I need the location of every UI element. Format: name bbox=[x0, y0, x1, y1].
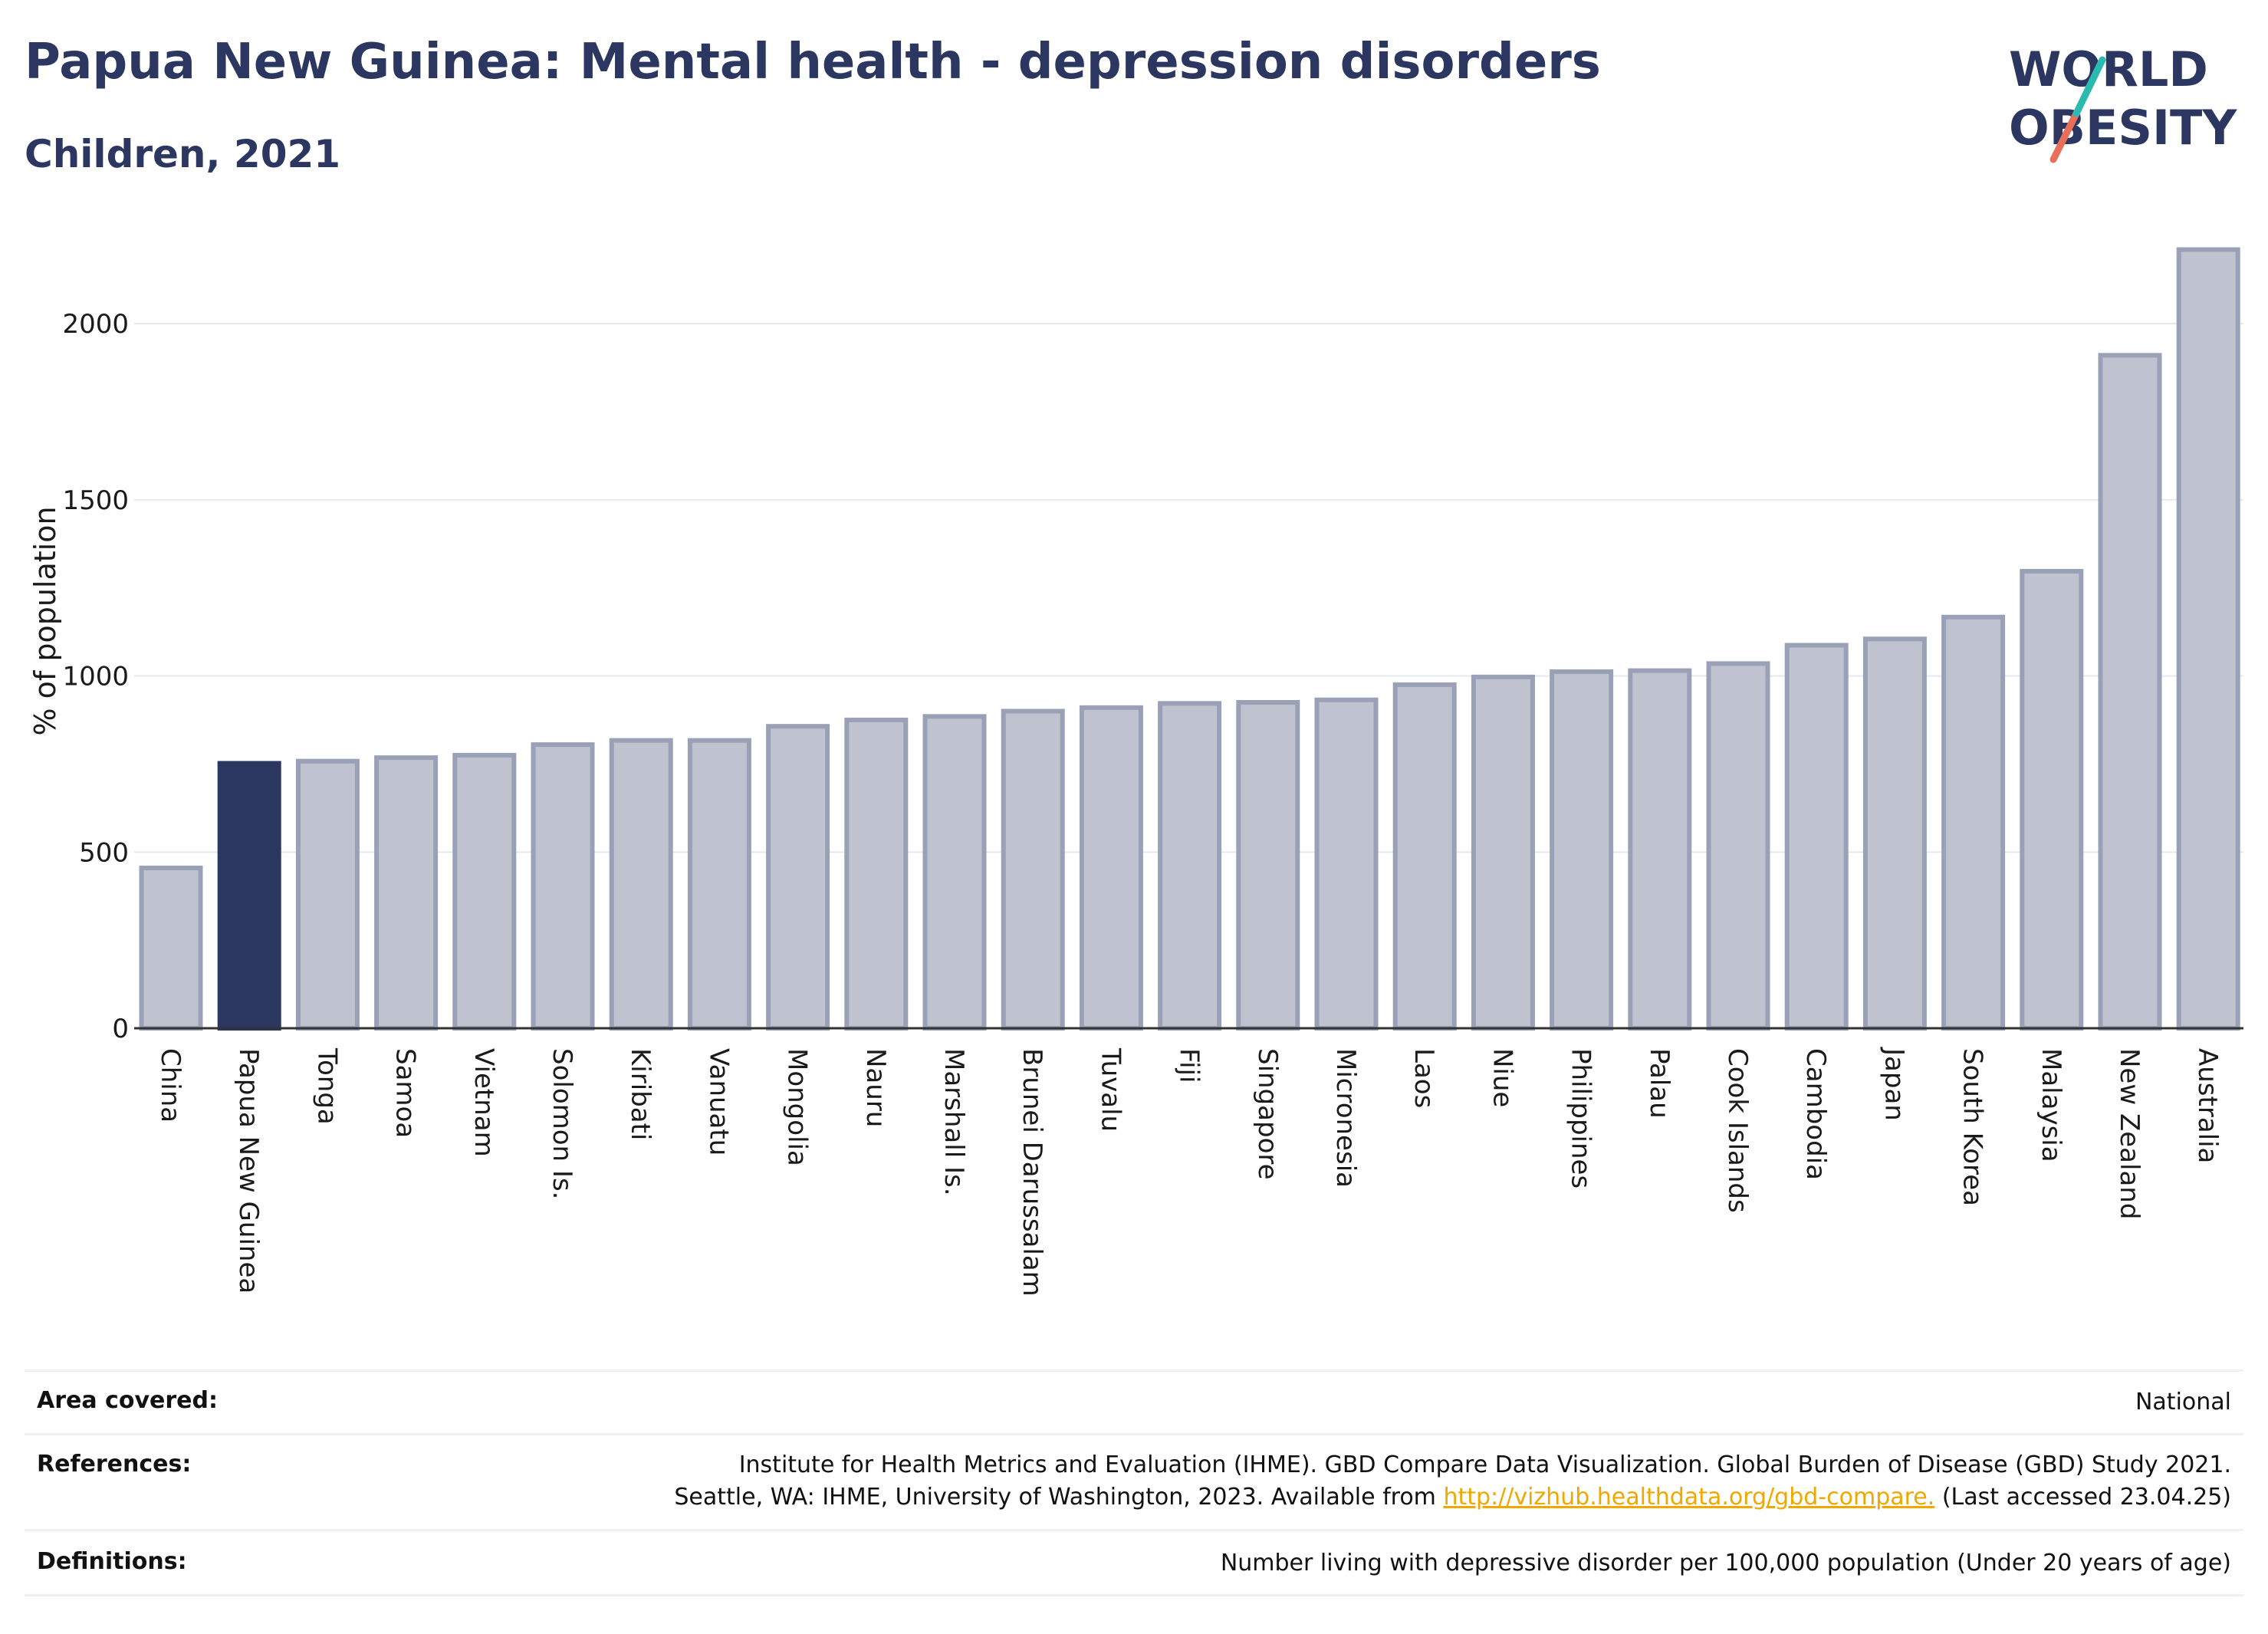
bar-samoa bbox=[374, 755, 439, 1031]
bar-kiribati bbox=[609, 738, 673, 1031]
references-link[interactable]: http://vizhub.healthdata.org/gbd-compare… bbox=[1443, 1484, 1935, 1511]
references-line-1: Institute for Health Metrics and Evaluat… bbox=[738, 1452, 2231, 1478]
world-obesity-logo: WORLD OBESITY bbox=[2009, 41, 2237, 163]
bar-niue bbox=[1471, 674, 1535, 1031]
bar-solomon-is- bbox=[531, 742, 595, 1031]
y-tick-label: 1000 bbox=[62, 662, 129, 692]
x-tick-label: Vanuatu bbox=[703, 1048, 734, 1156]
x-tick-label: Kiribati bbox=[625, 1048, 656, 1140]
bar-nauru bbox=[844, 717, 909, 1031]
area-label: Area covered: bbox=[37, 1387, 218, 1414]
x-tick-label: Fiji bbox=[1174, 1048, 1205, 1083]
x-tick-label: Singapore bbox=[1252, 1048, 1283, 1180]
bar-tonga bbox=[295, 758, 360, 1031]
x-tick-label: Tuvalu bbox=[1095, 1047, 1126, 1132]
chart-footer: Area covered: National References: Insti… bbox=[25, 1369, 2243, 1596]
bar-marshall-is- bbox=[922, 714, 987, 1031]
x-tick-label: Japan bbox=[1878, 1047, 1909, 1121]
x-tick-label: Marshall Is. bbox=[938, 1048, 969, 1196]
y-tick-label: 1500 bbox=[62, 485, 129, 516]
page-subtitle: Children, 2021 bbox=[25, 132, 341, 176]
bar-chart: 0 500 1000 1500 2000 China Papua New Guinea To… bbox=[28, 247, 2243, 1297]
bar-japan bbox=[1862, 636, 1927, 1031]
references-label: References: bbox=[37, 1451, 192, 1478]
y-axis-title: % of population bbox=[28, 506, 62, 735]
x-tick-label: Papua New Guinea bbox=[233, 1048, 264, 1294]
y-axis-ticks: 0 500 1000 1500 2000 bbox=[62, 309, 129, 1044]
x-tick-label: Micronesia bbox=[1330, 1048, 1361, 1188]
footer-row-definitions: Definitions: Number living with depressi… bbox=[25, 1529, 2243, 1596]
bar-vanuatu bbox=[687, 738, 751, 1031]
y-tick-label: 500 bbox=[79, 837, 129, 868]
bar-mongolia bbox=[766, 724, 830, 1031]
x-tick-label: Philippines bbox=[1566, 1048, 1596, 1189]
x-tick-label: China bbox=[155, 1048, 186, 1123]
x-tick-label: Niue bbox=[1487, 1048, 1517, 1107]
x-tick-label: Cook Islands bbox=[1722, 1048, 1753, 1213]
bar-cook-islands bbox=[1706, 661, 1770, 1031]
references-line-2-post: (Last accessed 23.04.25) bbox=[1934, 1484, 2231, 1511]
bar-brunei-darussalam bbox=[1001, 709, 1065, 1031]
bar-fiji bbox=[1158, 701, 1222, 1031]
bar-palau bbox=[1628, 668, 1692, 1031]
x-tick-label: New Zealand bbox=[2114, 1048, 2145, 1219]
x-tick-label: Laos bbox=[1408, 1048, 1439, 1108]
chart-bars bbox=[139, 247, 2240, 1031]
bar-singapore bbox=[1236, 699, 1300, 1031]
bar-vietnam bbox=[452, 752, 517, 1031]
x-tick-label: Cambodia bbox=[1800, 1048, 1831, 1180]
definitions-value: Number living with depressive disorder p… bbox=[1220, 1550, 2231, 1576]
bar-new-zealand bbox=[2098, 353, 2162, 1031]
x-tick-label: Mongolia bbox=[782, 1048, 813, 1166]
x-tick-label: Palau bbox=[1644, 1048, 1675, 1119]
x-tick-label: Malaysia bbox=[2036, 1048, 2066, 1162]
x-tick-label: Samoa bbox=[390, 1048, 421, 1138]
x-tick-label: Solomon Is. bbox=[547, 1048, 577, 1199]
bar-south-korea bbox=[1941, 614, 2006, 1031]
x-axis-labels: China Papua New Guinea Tonga Samoa Vietnam So… bbox=[155, 1047, 2223, 1297]
page-title: Papua New Guinea: Mental health - depres… bbox=[25, 34, 1601, 90]
bar-china bbox=[139, 865, 203, 1031]
y-tick-label: 2000 bbox=[62, 309, 129, 340]
references-line-2: Seattle, WA: IHME, University of Washing… bbox=[25, 1481, 2231, 1514]
bar-papua-new-guinea bbox=[217, 761, 281, 1031]
x-tick-label: Nauru bbox=[860, 1048, 891, 1127]
footer-row-area: Area covered: National bbox=[25, 1369, 2243, 1433]
bar-laos bbox=[1392, 682, 1457, 1031]
bar-philippines bbox=[1550, 669, 1614, 1031]
x-tick-label: Brunei Darussalam bbox=[1017, 1048, 1047, 1297]
references-line-2-pre: Seattle, WA: IHME, University of Washing… bbox=[674, 1484, 1444, 1511]
x-tick-label: Tonga bbox=[311, 1047, 342, 1125]
bar-tuvalu bbox=[1079, 705, 1143, 1031]
y-tick-label: 0 bbox=[112, 1014, 129, 1044]
x-tick-label: Vietnam bbox=[468, 1048, 499, 1157]
footer-row-references: References: Institute for Health Metrics… bbox=[25, 1433, 2243, 1529]
svg-text:WORLD: WORLD bbox=[2009, 41, 2208, 97]
bar-malaysia bbox=[2020, 569, 2084, 1031]
definitions-label: Definitions: bbox=[37, 1548, 187, 1575]
bar-australia bbox=[2176, 247, 2240, 1031]
svg-text:OBESITY: OBESITY bbox=[2009, 100, 2237, 156]
x-tick-label: Australia bbox=[2192, 1048, 2223, 1163]
bar-micronesia bbox=[1314, 697, 1379, 1031]
bar-cambodia bbox=[1784, 643, 1849, 1031]
x-tick-label: South Korea bbox=[1957, 1048, 1988, 1206]
area-value: National bbox=[2135, 1389, 2231, 1415]
